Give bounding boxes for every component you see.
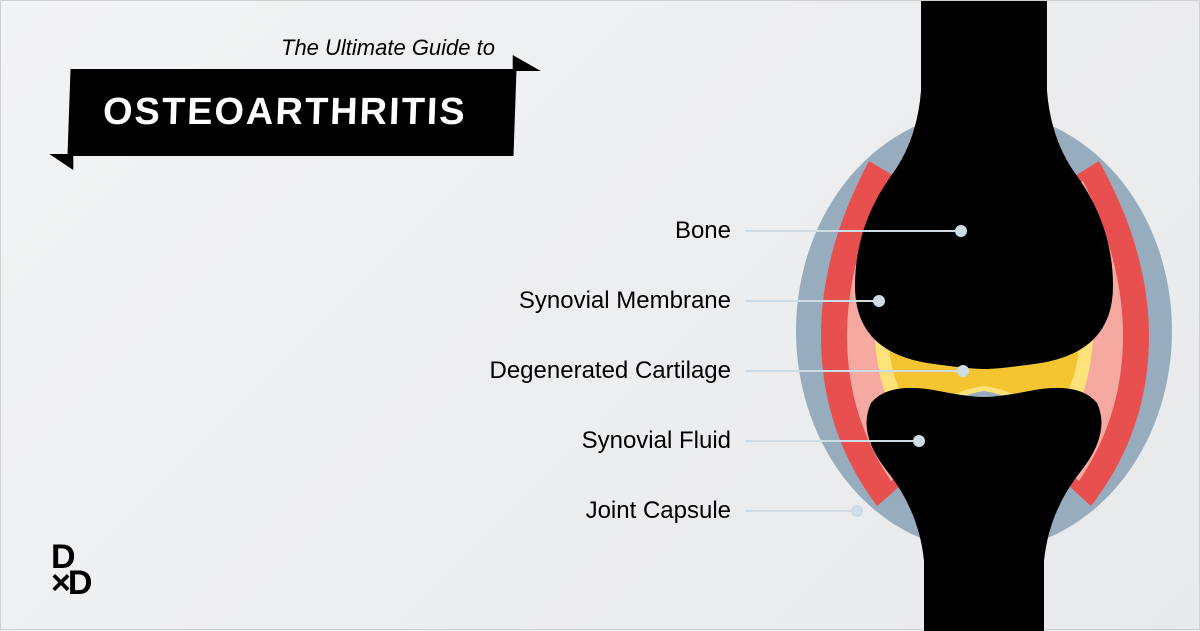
bone-upper bbox=[855, 1, 1113, 369]
label-text: Joint Capsule bbox=[586, 497, 731, 525]
title-banner: OSTEOARTHRITIS bbox=[69, 69, 515, 156]
label-text: Synovial Membrane bbox=[519, 287, 731, 315]
subtitle-text: The Ultimate Guide to bbox=[281, 35, 495, 61]
label-bone: Bone bbox=[1, 219, 961, 243]
label-joint-capsule: Joint Capsule bbox=[1, 499, 857, 523]
label-synovial-fluid: Synovial Fluid bbox=[1, 429, 919, 453]
leader-line bbox=[745, 300, 879, 302]
logo-row2: ×D bbox=[51, 570, 89, 597]
label-text: Synovial Fluid bbox=[582, 427, 731, 455]
label-text: Bone bbox=[675, 217, 731, 245]
label-text: Degenerated Cartilage bbox=[490, 357, 732, 385]
title-text: OSTEOARTHRITIS bbox=[67, 69, 516, 156]
label-synovial-membrane: Synovial Membrane bbox=[1, 289, 879, 313]
leader-line bbox=[745, 370, 963, 372]
label-degenerated-cartilage: Degenerated Cartilage bbox=[1, 359, 963, 383]
joint-diagram bbox=[759, 1, 1179, 631]
brand-logo: D ×D bbox=[51, 544, 89, 597]
leader-line bbox=[745, 230, 961, 232]
leader-line bbox=[745, 510, 857, 512]
leader-line bbox=[745, 440, 919, 442]
